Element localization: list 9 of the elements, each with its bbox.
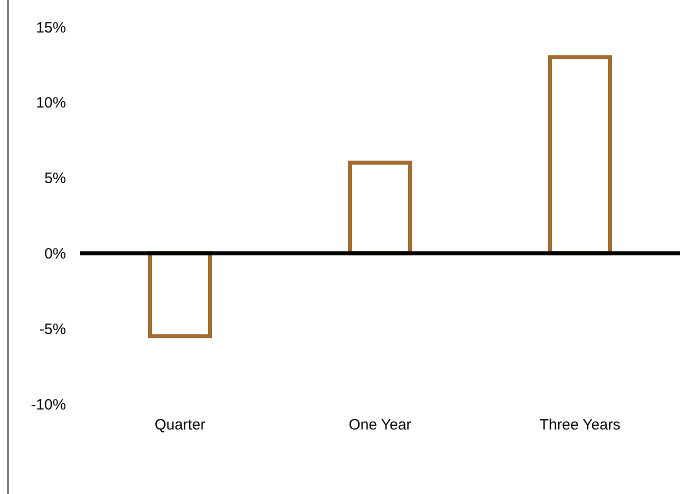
y-tick-label: -5% — [39, 320, 66, 338]
y-tick-label: 15% — [36, 19, 66, 36]
y-tick-label: 0% — [44, 245, 66, 262]
y-tick-label: 10% — [36, 94, 66, 112]
x-tick-label: Three Years — [540, 416, 620, 434]
x-tick-label: One Year — [348, 416, 412, 434]
y-tick-label: -10% — [30, 396, 66, 414]
x-tick-label: Quarter — [154, 416, 206, 434]
y-tick-label: 5% — [44, 170, 66, 188]
